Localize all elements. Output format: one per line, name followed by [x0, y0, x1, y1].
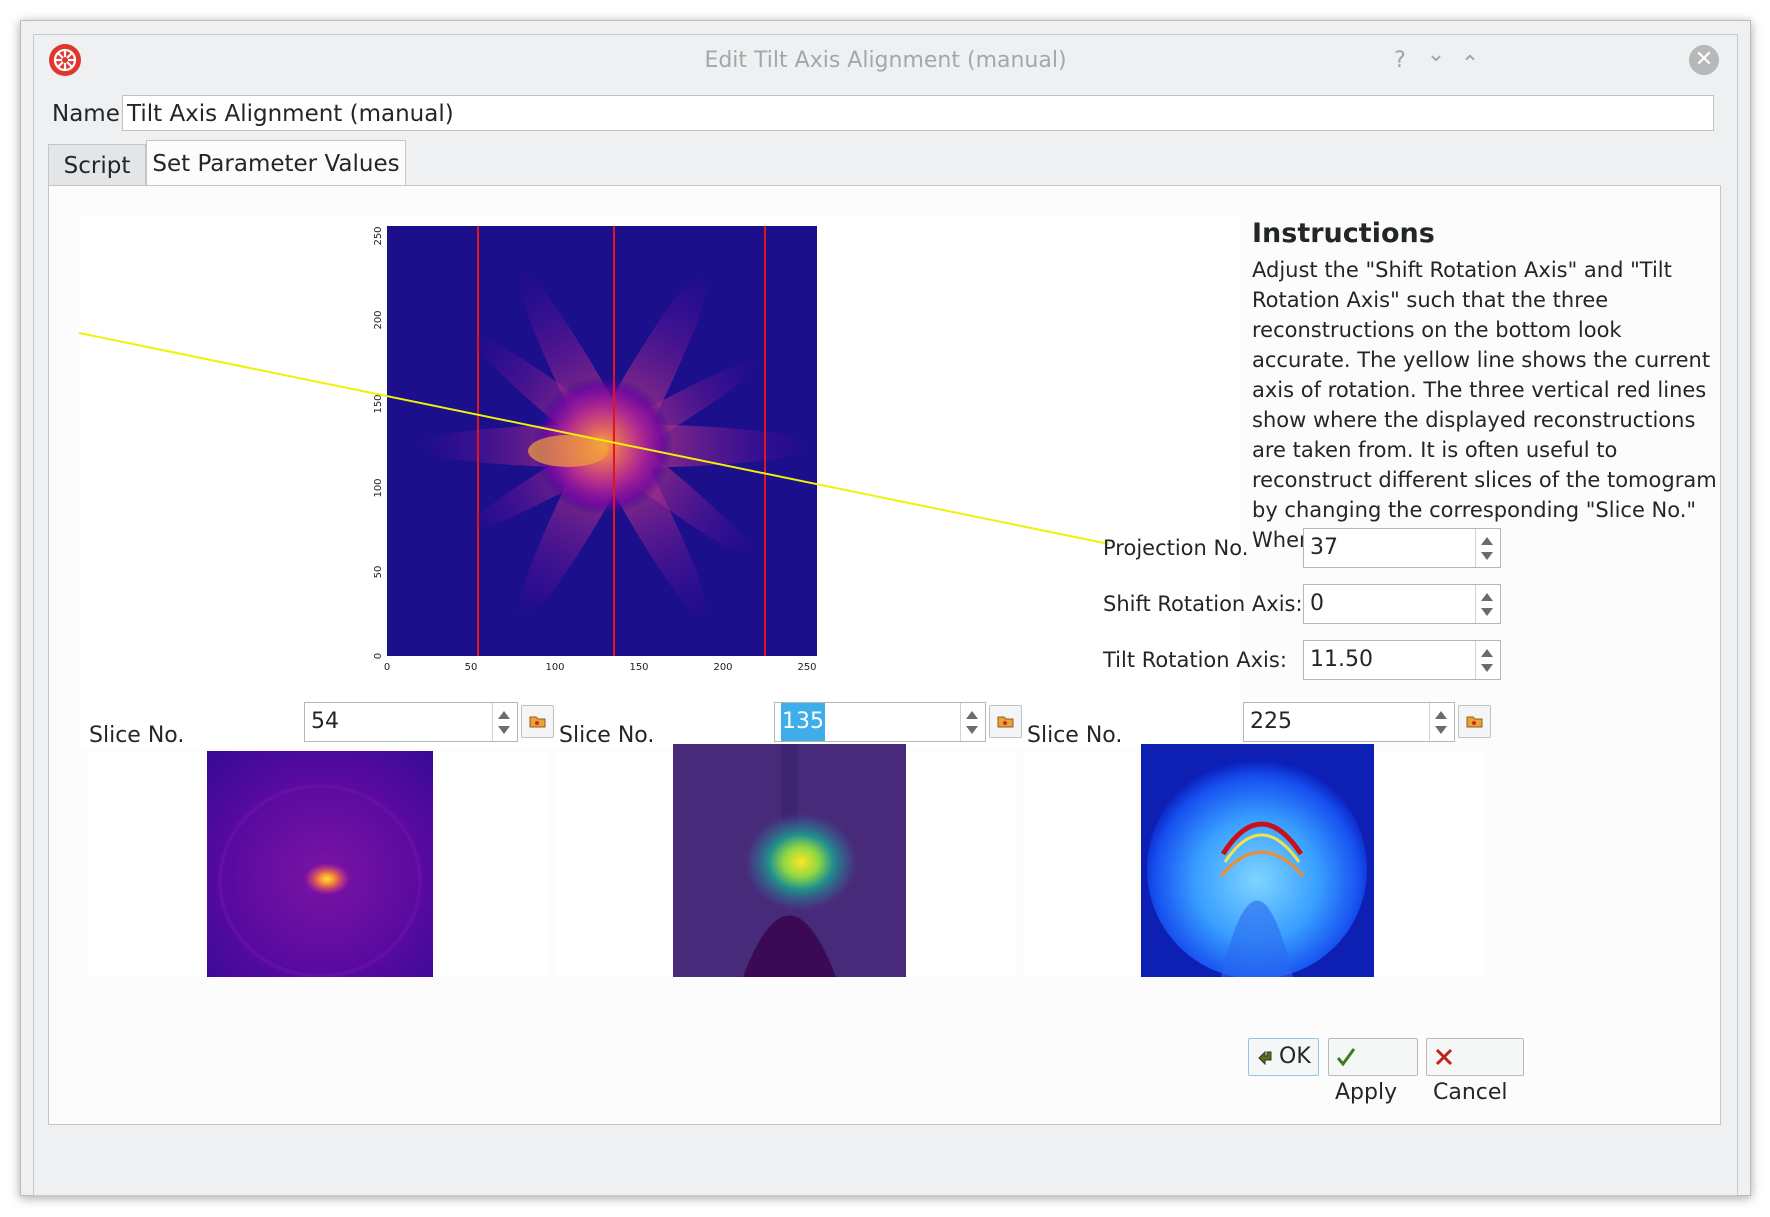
x-axis-ticks: 0 50 100 150 200 250 [384, 662, 817, 673]
slice-1-image [207, 751, 433, 977]
x-tick-100: 100 [545, 662, 564, 673]
down-arrow-icon[interactable] [498, 726, 510, 734]
slice-1-value: 54 [311, 709, 339, 734]
minimize-icon[interactable]: ⌄ [1426, 42, 1446, 67]
shift-stepper[interactable] [1475, 585, 1500, 623]
shift-label: Shift Rotation Axis: [1103, 592, 1303, 616]
y-tick-50: 50 [373, 566, 384, 579]
tab-script[interactable]: Script [48, 144, 146, 186]
cancel-x-icon [1435, 1048, 1453, 1066]
slice-3-arc-outer [1220, 821, 1304, 856]
folder-icon [529, 716, 546, 728]
instructions: Instructions Adjust the "Shift Rotation … [1252, 218, 1722, 555]
slice-2-value: 135 [781, 703, 825, 741]
x-tick-250: 250 [797, 662, 816, 673]
name-input[interactable]: Tilt Axis Alignment (manual) [122, 95, 1714, 131]
apply-label: Apply [1335, 1080, 1398, 1105]
slice-2-folder-button[interactable] [989, 705, 1022, 738]
title-bar[interactable]: Edit Tilt Axis Alignment (manual) ? ⌄ ⌃ … [34, 35, 1737, 91]
slice-1-hotspot [301, 861, 353, 897]
slice-2-top-streak [781, 744, 798, 824]
projection-spinbox[interactable]: 37 [1303, 528, 1501, 568]
y-tick-200: 200 [373, 310, 384, 329]
slice-1-label: Slice No. [89, 723, 185, 748]
slice-3-arc-lower [1219, 850, 1305, 877]
tilt-spinbox[interactable]: 11.50 [1303, 640, 1501, 680]
checkmark-icon [1336, 1048, 1356, 1067]
slice-2-label: Slice No. [559, 723, 655, 748]
slice-1-folder-button[interactable] [521, 705, 554, 738]
slice-2-spinbox[interactable]: 135 [774, 702, 986, 742]
down-arrow-icon[interactable] [1435, 726, 1447, 734]
projection-value: 37 [1310, 535, 1338, 560]
window-title: Edit Tilt Axis Alignment (manual) [704, 48, 1067, 73]
parameter-panel: 0 50 100 150 200 250 0 50 100 150 200 25… [48, 185, 1721, 1125]
cancel-button[interactable]: Cancel [1426, 1038, 1524, 1105]
cancel-label: Cancel [1433, 1080, 1508, 1105]
up-arrow-icon[interactable] [1435, 711, 1447, 719]
up-arrow-icon[interactable] [1481, 593, 1493, 601]
projection-plot: 0 50 100 150 200 250 0 50 100 150 200 25… [78, 216, 1240, 749]
y-tick-250: 250 [373, 226, 384, 245]
up-arrow-icon[interactable] [966, 711, 978, 719]
ok-arrow-icon [1258, 1050, 1272, 1066]
instructions-title: Instructions [1252, 218, 1435, 249]
up-arrow-icon[interactable] [1481, 537, 1493, 545]
name-label: Name [52, 101, 120, 127]
slice-2-dark-arch [743, 915, 836, 977]
edit-dialog: Edit Tilt Axis Alignment (manual) ? ⌄ ⌃ … [33, 34, 1738, 1196]
x-tick-150: 150 [629, 662, 648, 673]
x-tick-200: 200 [713, 662, 732, 673]
slice-2-image [673, 744, 906, 977]
x-tick-0: 0 [384, 662, 390, 673]
slice-3-value: 225 [1250, 709, 1292, 734]
slice-2-hotspot [743, 812, 859, 912]
ok-label: OK [1279, 1044, 1311, 1069]
y-axis-ticks: 0 50 100 150 200 250 [373, 226, 384, 659]
projection-label: Projection No. [1103, 536, 1249, 560]
slice-3-arc-inner [1223, 833, 1301, 863]
apply-button[interactable]: Apply [1328, 1038, 1418, 1105]
projection-figure: 0 50 100 150 200 250 0 50 100 150 200 25… [78, 226, 1110, 673]
slice-3-disk [1147, 759, 1367, 977]
tilt-label: Tilt Rotation Axis: [1103, 648, 1287, 672]
up-arrow-icon[interactable] [498, 711, 510, 719]
slice-3-folder-button[interactable] [1458, 705, 1491, 738]
shift-value: 0 [1310, 591, 1324, 616]
down-arrow-icon[interactable] [1481, 664, 1493, 672]
slice-2-stepper[interactable] [960, 703, 985, 741]
help-icon[interactable]: ? [1394, 48, 1406, 73]
slice-3-spinbox[interactable]: 225 [1243, 702, 1455, 742]
tilt-value: 11.50 [1310, 647, 1373, 672]
slice-1-ring [218, 784, 422, 977]
instructions-body: Adjust the "Shift Rotation Axis" and "Ti… [1252, 258, 1717, 552]
slice-1-stepper[interactable] [492, 703, 517, 741]
folder-icon [1466, 716, 1483, 728]
slice-3-image [1141, 744, 1374, 977]
tab-set-parameter-values[interactable]: Set Parameter Values [146, 140, 406, 186]
slice-3-label: Slice No. [1027, 723, 1123, 748]
tilt-stepper[interactable] [1475, 641, 1500, 679]
close-icon[interactable]: ✕ [1689, 45, 1719, 75]
rotation-axis-line [78, 332, 1110, 545]
x-tick-50: 50 [465, 662, 478, 673]
y-tick-100: 100 [373, 478, 384, 497]
maximize-icon[interactable]: ⌃ [1460, 52, 1480, 77]
app-logo-icon [49, 44, 81, 76]
slice-1-spinbox[interactable]: 54 [304, 702, 518, 742]
up-arrow-icon[interactable] [1481, 649, 1493, 657]
down-arrow-icon[interactable] [1481, 608, 1493, 616]
down-arrow-icon[interactable] [1481, 552, 1493, 560]
shift-spinbox[interactable]: 0 [1303, 584, 1501, 624]
y-tick-150: 150 [373, 394, 384, 413]
slice-3-stepper[interactable] [1429, 703, 1454, 741]
slice-3-inner-arch [1221, 900, 1293, 977]
down-arrow-icon[interactable] [966, 726, 978, 734]
ok-button[interactable]: OK [1248, 1038, 1319, 1076]
y-tick-0: 0 [373, 653, 384, 659]
projection-stepper[interactable] [1475, 529, 1500, 567]
folder-icon [997, 716, 1014, 728]
